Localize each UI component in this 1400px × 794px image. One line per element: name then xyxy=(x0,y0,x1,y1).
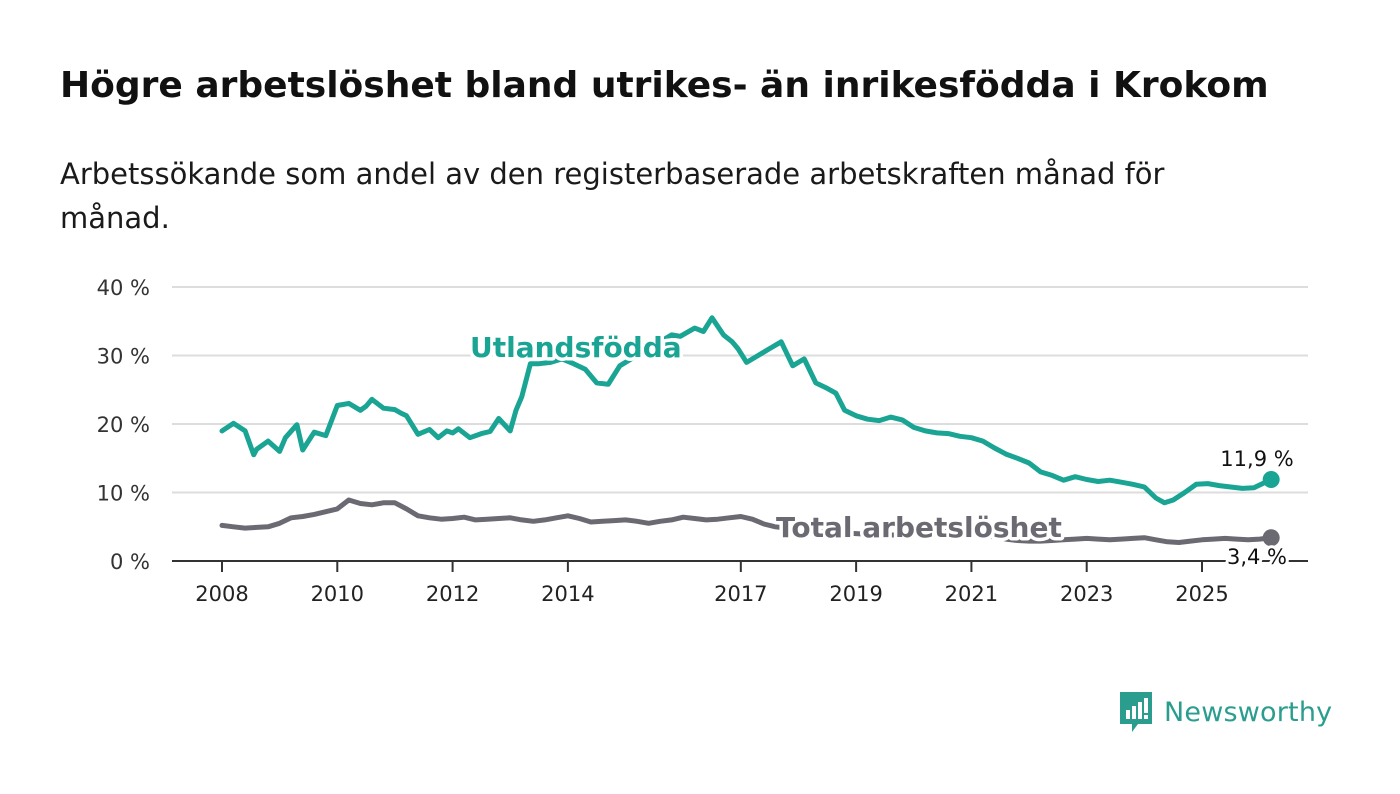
y-tick-label: 40 % xyxy=(97,276,150,300)
y-tick-label: 20 % xyxy=(97,413,150,437)
series-line-utlandsfodda xyxy=(219,315,1274,506)
y-tick-label: 30 % xyxy=(97,345,150,369)
x-tick-label: 2014 xyxy=(541,582,594,606)
x-tick-label: 2021 xyxy=(945,582,998,606)
y-tick-label: 0 % xyxy=(110,550,150,574)
end-point-utlandsfodda xyxy=(1262,470,1280,488)
x-tick-label: 2025 xyxy=(1175,582,1228,606)
x-tick-label: 2023 xyxy=(1060,582,1113,606)
end-value-label-total-arbetsloshet: 3,4 % xyxy=(1227,545,1287,569)
x-tick-label: 2012 xyxy=(426,582,479,606)
brand-name: Newsworthy xyxy=(1164,696,1333,728)
x-axis-ticks: 2008 2010 2012 2014 2017 2019 2021 2023 2025 xyxy=(195,561,1229,606)
x-tick-label: 2017 xyxy=(714,582,767,606)
chart-title: Högre arbetslöshet bland utrikes- än inr… xyxy=(60,65,1269,106)
chart-subtitle: Arbetssökande som andel av den registerb… xyxy=(60,157,1165,235)
series-label-total-arbetsloshet: Total arbetslöshet xyxy=(776,511,1062,544)
series-labels: Utlandsfödda Total arbetslöshet 11,9 % 3,4 … xyxy=(467,328,1297,573)
series-line-total-arbetsloshet xyxy=(219,497,1274,545)
series-lines xyxy=(219,315,1280,547)
grid-lines xyxy=(172,286,1308,494)
line-chart: 0 % 10 % 20 % 30 % 40 % 2008 2010 2012 2014 2017… xyxy=(97,276,1308,606)
x-tick-label: 2008 xyxy=(195,582,248,606)
y-axis-ticks: 0 % 10 % 20 % 30 % 40 % xyxy=(97,276,150,574)
brand-logo: Newsworthy xyxy=(1118,688,1332,736)
end-value-label-utlandsfodda: 11,9 % xyxy=(1220,447,1293,471)
newsworthy-logo-icon xyxy=(1120,692,1152,732)
x-tick-label: 2019 xyxy=(829,582,882,606)
x-tick-label: 2010 xyxy=(311,582,364,606)
y-tick-label: 10 % xyxy=(97,482,150,506)
end-point-total-arbetsloshet xyxy=(1262,529,1280,547)
series-label-utlandsfodda: Utlandsfödda xyxy=(470,331,682,364)
